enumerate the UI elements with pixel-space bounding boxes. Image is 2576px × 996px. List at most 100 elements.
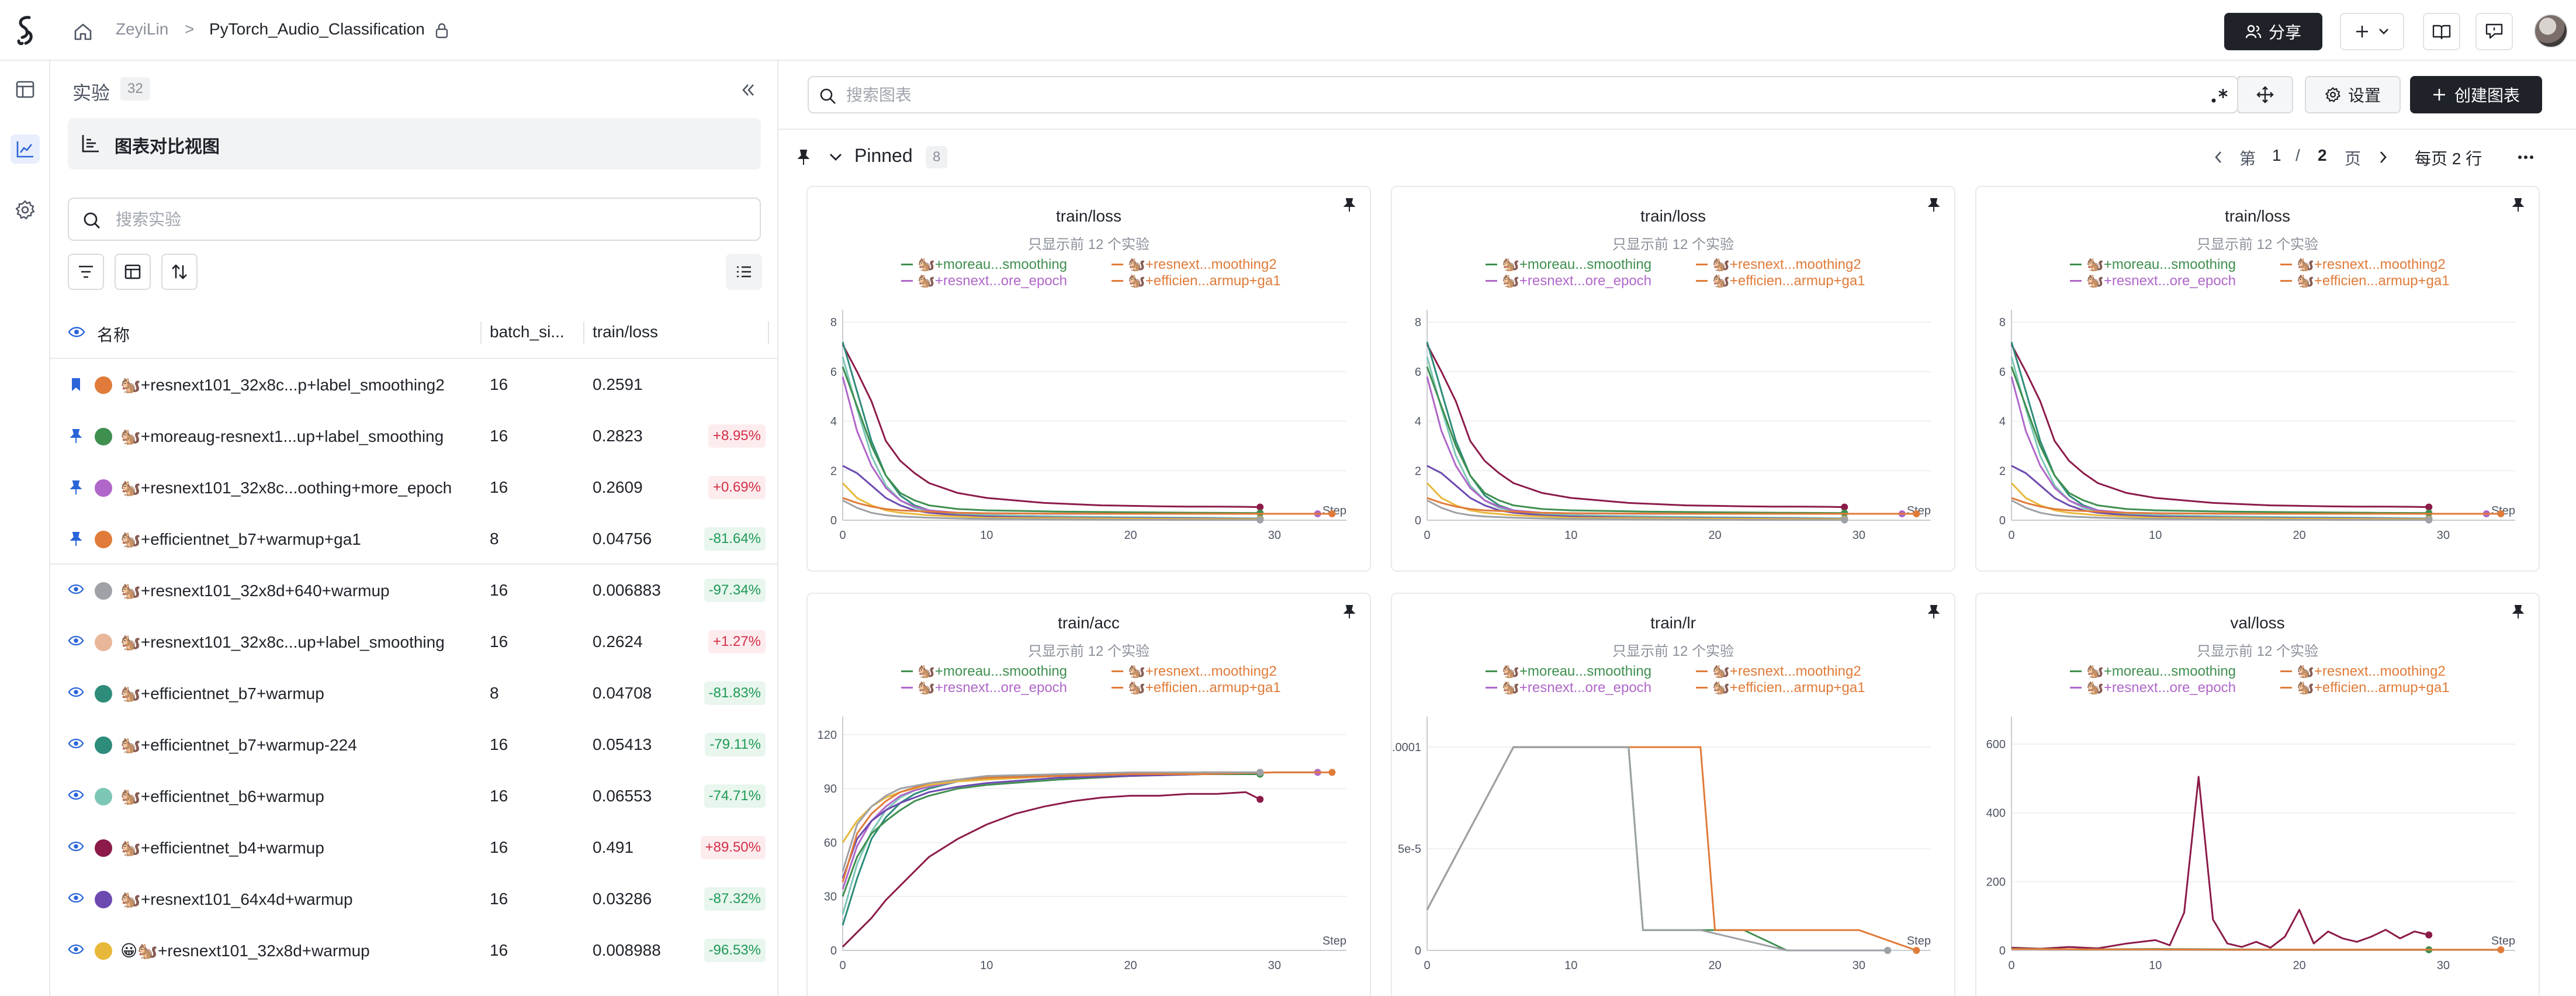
series-line[interactable] (2011, 776, 2429, 950)
bookmark-icon[interactable] (68, 376, 84, 393)
legend-item[interactable]: 🐿️+resnext...ore_epoch (901, 679, 1067, 696)
series-line[interactable] (1426, 482, 1845, 520)
experiment-row[interactable]: 🐿️+efficientnet_b6+warmup 16 0.06553 -74.71… (50, 770, 777, 822)
series-line[interactable] (2011, 497, 2501, 515)
experiment-name[interactable]: 😀🐿️+resnext101_32x8d+warmup (120, 942, 370, 960)
rail-settings[interactable] (11, 195, 40, 224)
series-line[interactable] (1426, 746, 1888, 952)
eye-icon[interactable] (68, 325, 85, 339)
chart-compare-view[interactable]: 图表对比视图 (68, 118, 761, 170)
pin-icon[interactable] (1927, 604, 1940, 620)
experiment-row[interactable]: 🐿️+resnext101_32x8c...p+label_smoothing2… (50, 359, 777, 410)
series-line[interactable] (2010, 376, 2487, 515)
experiment-row[interactable]: 🐿️+moreaug-resnext1...up+label_smoothing… (50, 410, 777, 462)
series-line[interactable] (2010, 357, 2429, 520)
legend-item[interactable]: 🐿️+resnext...moothing2 (2280, 663, 2446, 680)
chart-plot[interactable]: 0 30 60 90 120 0 10 20 30 Step (808, 705, 1370, 985)
legend-item[interactable]: 🐿️+moreau...smoothing (901, 663, 1067, 680)
column-header-train-loss[interactable]: train/loss (593, 323, 659, 341)
series-line[interactable] (842, 771, 1261, 879)
breadcrumb-project[interactable]: PyTorch_Audio_Classification (209, 20, 425, 38)
eye-icon[interactable] (68, 736, 84, 753)
experiment-name[interactable]: 🐿️+efficientnet_b6+warmup (120, 787, 324, 805)
experiment-color-dot[interactable] (95, 685, 112, 703)
series-end-point[interactable] (1256, 516, 1264, 524)
series-end-point[interactable] (1841, 503, 1848, 511)
column-header-name[interactable]: 名称 (97, 326, 130, 344)
share-button[interactable]: 分享 (2224, 13, 2322, 50)
experiment-search[interactable] (68, 198, 761, 241)
experiment-name[interactable]: 🐿️+efficientnet_b7+warmup+ga1 (120, 530, 361, 548)
series-line[interactable] (2010, 344, 2429, 509)
series-line[interactable] (842, 357, 1261, 520)
series-line[interactable] (1426, 344, 1845, 509)
experiment-color-dot[interactable] (95, 428, 112, 445)
user-avatar[interactable] (2534, 14, 2568, 48)
experiment-row[interactable]: 🐿️+resnext101_64x4d+warmup 16 0.03286 -87.3… (50, 873, 777, 925)
legend-item[interactable]: 🐿️+moreau...smoothing (1486, 256, 1651, 273)
series-line[interactable] (1426, 357, 1845, 520)
experiment-color-dot[interactable] (95, 788, 112, 805)
series-line[interactable] (842, 341, 1261, 520)
chevron-down-icon[interactable] (827, 151, 844, 164)
legend-item[interactable]: 🐿️+resnext...moothing2 (1696, 256, 1861, 273)
home-icon[interactable] (72, 21, 94, 42)
rows-per-page-select[interactable]: 每页 2 行 (2415, 150, 2482, 168)
experiment-name[interactable]: 🐿️+resnext101_32x8d+640+warmup (120, 582, 390, 600)
series-line[interactable] (2010, 341, 2429, 520)
pin-icon[interactable] (1927, 198, 1940, 213)
experiment-name[interactable]: 🐿️+resnext101_32x8c...p+label_smoothing2 (120, 376, 445, 394)
series-line[interactable] (1427, 497, 1917, 515)
experiment-name[interactable]: 🐿️+efficientnet_b7+warmup (120, 684, 324, 703)
legend-item[interactable]: 🐿️+resnext...moothing2 (1696, 663, 1861, 680)
series-end-point[interactable] (1913, 510, 1920, 517)
experiment-row[interactable]: 🐿️+resnext101_32x8d+640+warmup 16 0.006883… (50, 565, 777, 616)
series-end-point[interactable] (2425, 503, 2433, 511)
series-end-point[interactable] (1256, 503, 1264, 511)
chart-card[interactable]: train/acc 只显示前 12 个实验 🐿️+moreau...smoothin… (806, 593, 1371, 996)
series-end-point[interactable] (1841, 516, 1848, 524)
series-line[interactable] (1426, 376, 1902, 515)
experiment-row[interactable]: 😀🐿️+resnext101_32x8d+warmup 16 0.008988 -96… (50, 925, 777, 976)
experiment-name[interactable]: 🐿️+efficientnet_b4+warmup (120, 839, 324, 857)
series-end-point[interactable] (1328, 510, 1336, 517)
chart-card[interactable]: train/loss 只显示前 12 个实验 🐿️+moreau...smoothi… (1391, 186, 1955, 572)
series-end-point[interactable] (1256, 769, 1264, 776)
experiment-row[interactable]: 🐿️+efficientnet_b4+warmup 16 0.491 +89.50% (50, 822, 777, 873)
rail-table-view[interactable] (11, 75, 40, 104)
legend-item[interactable]: 🐿️+moreau...smoothing (2070, 663, 2236, 680)
experiment-color-dot[interactable] (95, 582, 112, 600)
legend-item[interactable]: 🐿️+moreau...smoothing (2070, 256, 2236, 273)
series-line[interactable] (842, 499, 1261, 521)
experiment-row[interactable]: 🐿️+efficientnet_b7+warmup-224 16 0.05413 -7… (50, 719, 777, 770)
chevron-right-icon[interactable] (2377, 150, 2389, 165)
column-divider[interactable] (480, 321, 482, 344)
legend-item[interactable]: 🐿️+moreau...smoothing (901, 256, 1067, 273)
series-line[interactable] (1427, 499, 1845, 521)
series-end-point[interactable] (1913, 947, 1920, 954)
settings-button[interactable]: 设置 (2305, 76, 2401, 113)
series-line[interactable] (2011, 499, 2429, 521)
sort-button[interactable] (161, 254, 198, 290)
breadcrumb-user[interactable]: ZeyiLin (116, 20, 169, 38)
chevron-left-icon[interactable] (2213, 150, 2224, 165)
feedback-button[interactable] (2475, 13, 2513, 50)
experiment-name[interactable]: 🐿️+moreaug-resnext1...up+label_smoothing (120, 427, 444, 445)
series-line[interactable] (1426, 366, 1845, 514)
eye-icon[interactable] (68, 788, 84, 804)
eye-icon[interactable] (68, 634, 84, 650)
series-line[interactable] (842, 366, 1261, 514)
chart-plot[interactable]: 0 200 400 600 0 10 20 30 Step (1976, 705, 2539, 985)
experiment-row[interactable]: 🐿️+resnext101_32x8c...oothing+more_epoch… (50, 462, 777, 513)
more-horizontal-icon[interactable] (2516, 148, 2535, 166)
series-end-point[interactable] (1328, 769, 1336, 776)
pinned-section-title[interactable]: Pinned (854, 145, 913, 166)
series-end-point[interactable] (2497, 946, 2505, 953)
eye-icon[interactable] (68, 685, 84, 701)
eye-icon[interactable] (68, 891, 84, 907)
legend-item[interactable]: 🐿️+efficien...armup+ga1 (1112, 679, 1281, 696)
chart-card[interactable]: train/lr 只显示前 12 个实验 🐿️+moreau...smoothing… (1391, 593, 1955, 996)
experiment-color-dot[interactable] (95, 376, 112, 394)
series-line[interactable] (2011, 948, 2501, 951)
